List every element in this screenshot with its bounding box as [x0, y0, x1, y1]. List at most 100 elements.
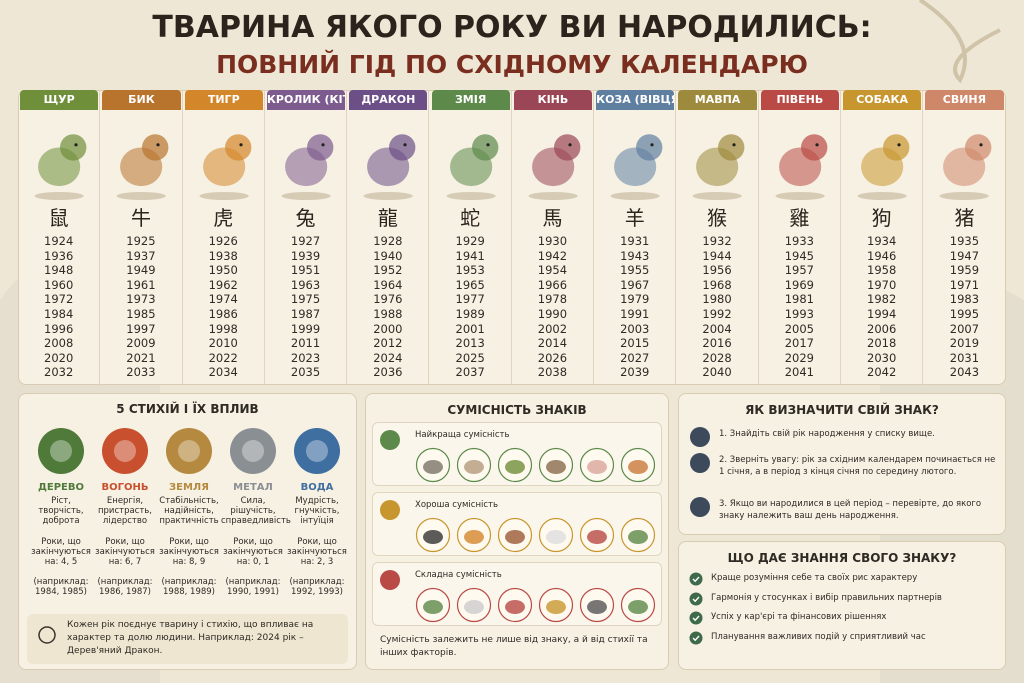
year: 2028: [702, 350, 732, 365]
animal-column: КРОЛИК (КІТ) 兔 192719391951196319751987199…: [265, 90, 348, 385]
year: 2020: [44, 350, 74, 365]
animal-shadow: [363, 192, 413, 200]
animal-mini: [546, 600, 566, 614]
animal-eye: [403, 143, 407, 147]
year: 1945: [784, 248, 814, 263]
element-desc: Ріст, творчість, доброта: [38, 496, 84, 526]
year: 1925: [126, 234, 156, 248]
icon: [939, 134, 992, 200]
year: 1979: [620, 292, 650, 307]
icon: [380, 570, 400, 590]
step-icon: [690, 497, 710, 517]
year: 1930: [537, 234, 568, 248]
check-mark: [692, 576, 700, 583]
icon: [620, 447, 656, 483]
year: 1944: [702, 248, 732, 263]
animal-tab: МАВПА: [678, 90, 757, 110]
element-icon: [294, 428, 340, 474]
year: 1948: [44, 263, 74, 278]
year: 2018: [867, 336, 897, 351]
bulb-icon: [38, 626, 56, 644]
animal-tab: КОЗА (ВІВЦЯ): [596, 90, 675, 110]
year: 1955: [620, 263, 650, 278]
icon: [857, 134, 910, 200]
animal-shadow: [199, 192, 249, 200]
animal-shadow: [857, 192, 907, 200]
year: 2030: [867, 350, 897, 365]
element-desc: Енергія, пристрасть, лідерство: [97, 496, 153, 526]
compat-group: Хороша сумісність: [372, 492, 662, 556]
element-name: МЕТАЛ: [233, 482, 273, 493]
year: 1926: [208, 234, 238, 248]
element-icon-inner: [114, 440, 136, 462]
icon: [38, 428, 84, 474]
year: 1947: [949, 248, 980, 263]
year: 1934: [867, 234, 897, 248]
animal-mini: [587, 530, 607, 544]
year: 1942: [537, 248, 568, 263]
check-mark: [692, 615, 700, 622]
animal-eye: [321, 143, 325, 147]
element-icon-inner: [306, 440, 328, 462]
year: 1937: [126, 248, 156, 263]
check-icon: [689, 572, 703, 586]
element-icon: [102, 428, 148, 474]
animal-head: [60, 134, 87, 161]
year: 1958: [867, 263, 897, 278]
animal-tab: ПІВЕНЬ: [760, 90, 839, 110]
icon: [38, 626, 56, 644]
animal-eye: [485, 143, 490, 147]
year: 1969: [784, 277, 814, 292]
icon: [579, 447, 615, 483]
year: 1967: [620, 277, 650, 292]
animal-eye: [815, 143, 819, 147]
icon: [497, 517, 533, 553]
animal-head: [471, 134, 498, 161]
year: 1984: [44, 307, 74, 321]
year: 2007: [949, 321, 980, 336]
animal-mini: [546, 530, 566, 544]
year: 2022: [208, 350, 238, 365]
animal-eye: [568, 143, 572, 147]
year: 2001: [455, 321, 485, 336]
animal-shadow: [281, 192, 331, 200]
note: Кожен рік поєднує тварину і стихію, що в…: [67, 620, 314, 656]
animal-column: ТИГР 虎 1926 1938 1950 1962 1974 1986 1998 2010 202…: [183, 90, 265, 385]
element-example: (наприклад: 1984, 1985): [33, 577, 89, 597]
year: 2037: [455, 365, 485, 380]
animal-eye: [156, 143, 160, 147]
year: 2010: [208, 336, 238, 351]
element-name: ВОДА: [300, 482, 334, 493]
animal-glyph: 兔: [295, 206, 316, 230]
year: 1965: [455, 277, 485, 292]
icon: [446, 134, 498, 200]
element-name: ДЕРЕВО: [37, 482, 85, 493]
icon: [116, 134, 169, 200]
year: 1927: [290, 234, 321, 248]
animal-mini: [464, 460, 484, 474]
icon: [620, 517, 656, 553]
icon: [415, 587, 451, 623]
icon: [538, 517, 574, 553]
year: 1928: [373, 234, 403, 248]
year: 1995: [949, 307, 980, 321]
animal-shadow: [34, 192, 84, 200]
icon: [497, 447, 533, 483]
animal-head: [306, 134, 334, 161]
animal-column: СОБАКА 狗 1934 1946 1958 1970 1982 1994 2006 2018 2…: [841, 90, 924, 385]
year: 1981: [784, 292, 814, 307]
year: 2016: [702, 336, 732, 351]
year: 2003: [620, 321, 650, 336]
year: 2040: [702, 365, 732, 380]
year: 2026: [537, 350, 568, 365]
compat-label: Складна сумісність: [415, 570, 502, 580]
check-mark: [692, 596, 700, 602]
step: 1. Знайдіть свій рік народження у списку…: [719, 429, 935, 439]
icon: [497, 587, 533, 623]
animal-mini: [546, 460, 566, 474]
elements-panel: 5 СТИХІЙ І ЇХ ВПЛИВ ДЕРЕВО Ріст, творчість…: [18, 393, 357, 670]
animal-column: ПІВЕНЬ 雞 1933 1945 1957 1969 1981 1993 2005 2017 2…: [759, 90, 841, 385]
year: 1932: [702, 234, 732, 248]
animal-tab: СВИНЯ: [925, 90, 1004, 110]
